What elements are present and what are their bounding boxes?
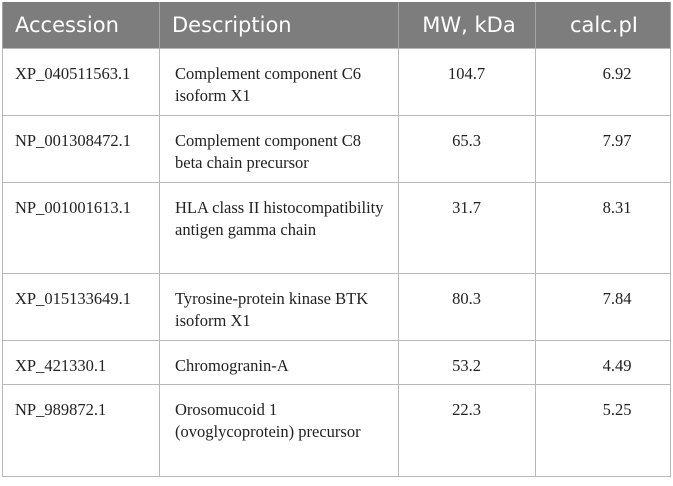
mw-cell: 31.7 — [398, 181, 536, 274]
accession-cell: NP_001001613.1 — [2, 181, 160, 274]
description-cell: Complement component C8 beta chain precu… — [159, 114, 399, 183]
header-row: Accession Description MW, kDa calc.pI — [2, 2, 671, 48]
pi-cell: 7.84 — [535, 272, 671, 341]
table-row: NP_001308472.1 Complement component C8 b… — [2, 114, 671, 183]
description-cell: Tyrosine-protein kinase BTK isoform X1 — [159, 272, 399, 341]
table-body: XP_040511563.1 Complement component C6 i… — [2, 47, 671, 477]
description-cell: HLA class II histocompatibility antigen … — [159, 181, 399, 274]
table-row: XP_015133649.1 Tyrosine-protein kinase B… — [2, 272, 671, 341]
accession-cell: NP_989872.1 — [2, 383, 160, 477]
pi-cell: 6.92 — [535, 47, 671, 116]
pi-cell: 8.31 — [535, 181, 671, 274]
header-mw: MW, kDa — [398, 2, 536, 48]
description-cell: Orosomucoid 1 (ovoglycoprotein) precurso… — [159, 383, 399, 477]
mw-cell: 65.3 — [398, 114, 536, 183]
accession-cell: NP_001308472.1 — [2, 114, 160, 183]
table-header: Accession Description MW, kDa calc.pI — [2, 2, 671, 48]
accession-cell: XP_040511563.1 — [2, 47, 160, 116]
protein-table: Accession Description MW, kDa calc.pI XP… — [2, 2, 671, 477]
pi-cell: 5.25 — [535, 383, 671, 477]
pi-cell: 7.97 — [535, 114, 671, 183]
description-cell: Chromogranin-A — [159, 339, 399, 385]
table-row: NP_989872.1 Orosomucoid 1 (ovoglycoprote… — [2, 383, 671, 477]
mw-cell: 22.3 — [398, 383, 536, 477]
table-row: XP_040511563.1 Complement component C6 i… — [2, 47, 671, 116]
mw-cell: 53.2 — [398, 339, 536, 385]
description-cell: Complement component C6 isoform X1 — [159, 47, 399, 116]
header-description: Description — [159, 2, 399, 48]
accession-cell: XP_421330.1 — [2, 339, 160, 385]
header-accession: Accession — [2, 2, 160, 48]
table-row: NP_001001613.1 HLA class II histocompati… — [2, 181, 671, 274]
mw-cell: 104.7 — [398, 47, 536, 116]
header-pi: calc.pI — [535, 2, 671, 48]
pi-cell: 4.49 — [535, 339, 671, 385]
accession-cell: XP_015133649.1 — [2, 272, 160, 341]
mw-cell: 80.3 — [398, 272, 536, 341]
table-row: XP_421330.1 Chromogranin-A 53.2 4.49 — [2, 339, 671, 385]
